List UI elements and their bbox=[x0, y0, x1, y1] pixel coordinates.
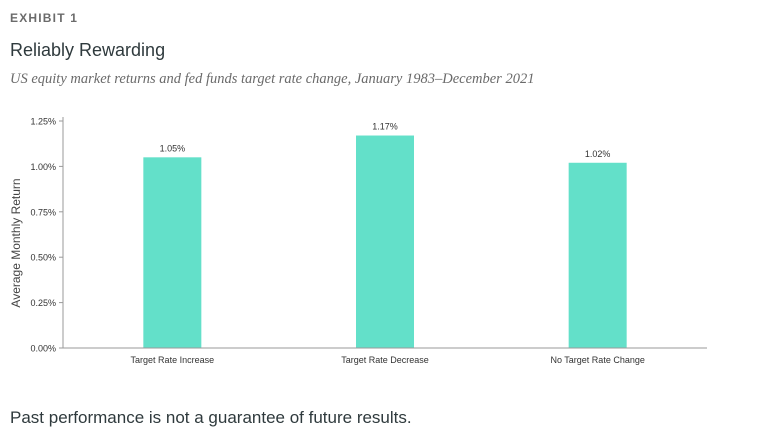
y-tick-label: 0.50% bbox=[30, 253, 56, 263]
bar bbox=[143, 157, 202, 348]
x-tick-label: No Target Rate Change bbox=[550, 355, 644, 365]
x-tick-label: Target Rate Increase bbox=[131, 355, 215, 365]
y-axis: 0.00% 0.25% 0.50% 0.75% 1.00% 1.25% bbox=[30, 117, 64, 354]
bar-chart: 0.00% 0.25% 0.50% 0.75% 1.00% 1.25% 1.05% 1.17… bbox=[9, 117, 707, 365]
bar-data-label: 1.02% bbox=[585, 149, 611, 159]
bar-data-label: 1.05% bbox=[160, 143, 186, 153]
x-axis: Target Rate Increase Target Rate Decrease… bbox=[63, 347, 707, 365]
exhibit-label: EXHIBIT 1 bbox=[10, 11, 79, 25]
x-tick-label: Target Rate Decrease bbox=[341, 355, 429, 365]
footnote: Past performance is not a guarantee of f… bbox=[10, 408, 412, 427]
y-tick-label: 0.75% bbox=[30, 207, 56, 217]
y-axis-title: Average Monthly Return bbox=[9, 178, 23, 307]
bars: 1.05% 1.17% 1.02% bbox=[143, 122, 627, 348]
y-tick-label: 0.25% bbox=[30, 298, 56, 308]
y-tick-label: 1.25% bbox=[30, 117, 56, 127]
chart-title: Reliably Rewarding bbox=[10, 40, 166, 60]
bar bbox=[568, 162, 627, 348]
bar bbox=[356, 135, 414, 348]
y-tick-label: 1.00% bbox=[30, 162, 56, 172]
chart-subtitle: US equity market returns and fed funds t… bbox=[10, 71, 535, 87]
bar-data-label: 1.17% bbox=[372, 122, 398, 132]
y-tick-label: 0.00% bbox=[30, 344, 56, 354]
